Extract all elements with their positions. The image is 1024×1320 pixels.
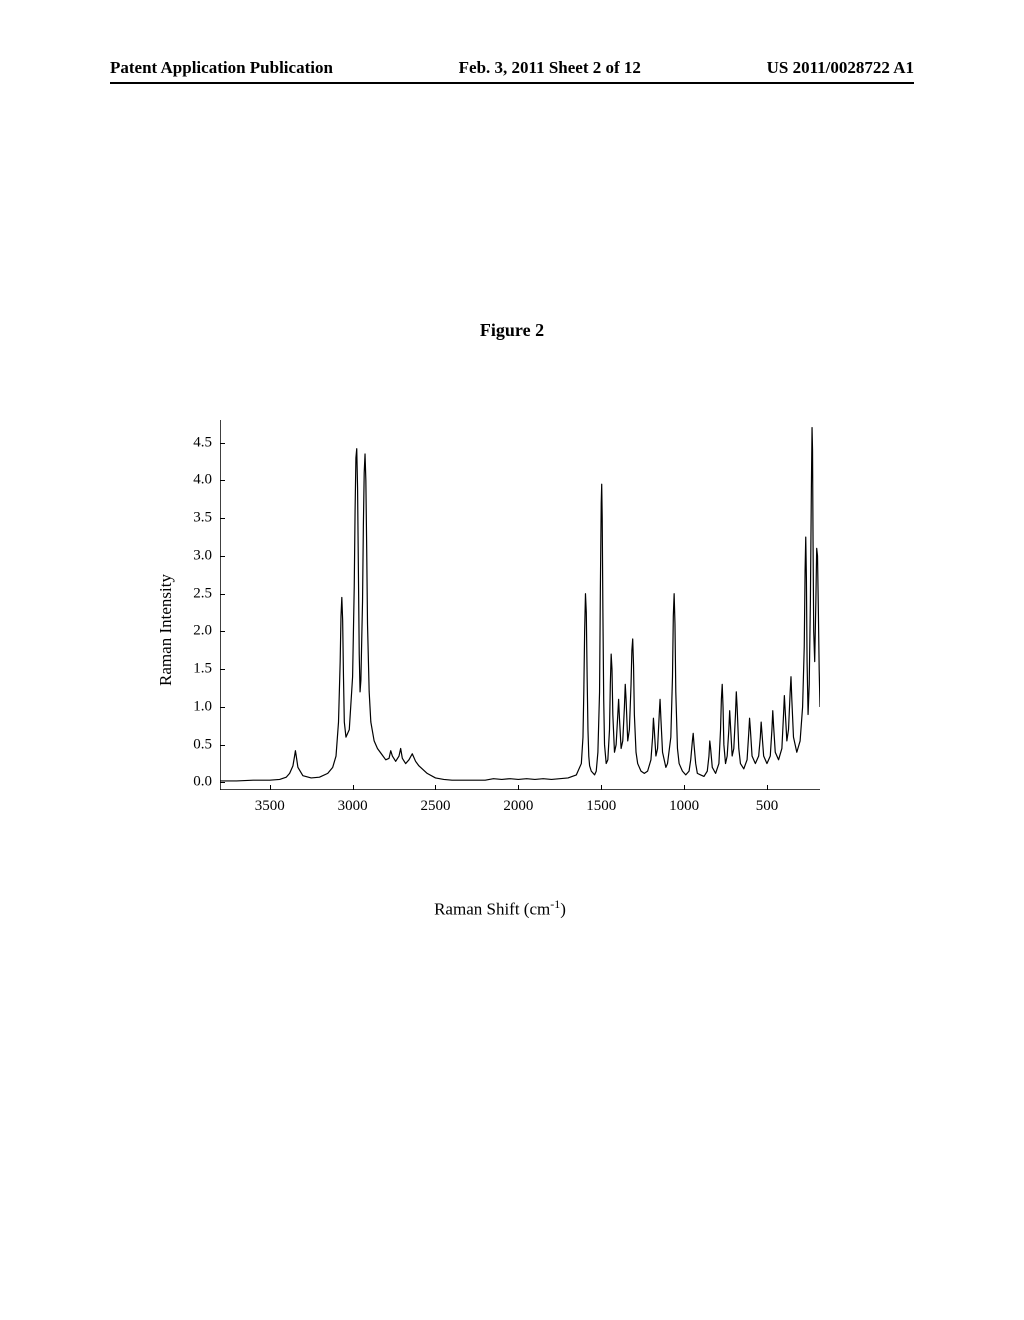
y-tick-mark [220,556,225,557]
x-tick-mark [684,785,685,790]
x-tick-mark [270,785,271,790]
x-tick-label: 1500 [586,798,616,815]
y-tick-mark [220,707,225,708]
x-axis-label-sup: -1 [550,897,560,911]
y-tick-label: 4.5 [193,434,212,451]
header-rule [110,82,914,84]
spectrum-line [220,420,820,790]
y-tick-mark [220,631,225,632]
x-tick-label: 500 [756,798,779,815]
x-axis-label: Raman Shift (cm-1) [434,897,566,920]
x-axis-label-pre: Raman Shift (cm [434,900,550,919]
x-tick-mark [353,785,354,790]
y-tick-label: 4.0 [193,472,212,489]
header-right: US 2011/0028722 A1 [767,58,914,78]
header-center: Feb. 3, 2011 Sheet 2 of 12 [459,58,641,78]
y-tick-mark [220,518,225,519]
y-tick-label: 0.0 [193,774,212,791]
raman-chart: Raman Intensity Raman Shift (cm-1) 0.00.… [160,410,840,850]
y-tick-label: 3.5 [193,510,212,527]
figure-label: Figure 2 [0,320,1024,341]
x-axis-label-post: ) [560,900,566,919]
x-tick-label: 3000 [338,798,368,815]
page-header: Patent Application Publication Feb. 3, 2… [0,58,1024,78]
y-tick-label: 1.5 [193,661,212,678]
y-tick-label: 1.0 [193,698,212,715]
x-tick-label: 1000 [669,798,699,815]
x-tick-mark [601,785,602,790]
x-tick-mark [435,785,436,790]
y-tick-label: 3.0 [193,547,212,564]
y-tick-label: 2.5 [193,585,212,602]
x-tick-mark [767,785,768,790]
y-tick-mark [220,745,225,746]
x-tick-mark [518,785,519,790]
x-tick-label: 2000 [503,798,533,815]
y-tick-label: 0.5 [193,736,212,753]
y-tick-mark [220,594,225,595]
x-tick-label: 2500 [420,798,450,815]
y-tick-label: 2.0 [193,623,212,640]
plot-area: 0.00.51.01.52.02.53.03.54.04.53500300025… [220,420,820,790]
y-tick-mark [220,443,225,444]
y-tick-mark [220,782,225,783]
y-axis-label: Raman Intensity [156,574,176,686]
y-tick-mark [220,669,225,670]
header-left: Patent Application Publication [110,58,333,78]
x-tick-label: 3500 [255,798,285,815]
y-tick-mark [220,480,225,481]
